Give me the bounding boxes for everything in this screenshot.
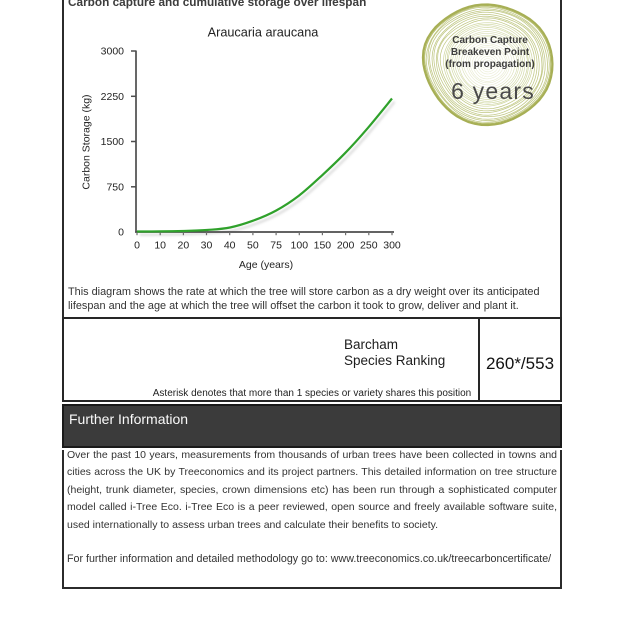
svg-text:0: 0 (134, 240, 140, 252)
svg-text:100: 100 (291, 240, 309, 252)
svg-text:300: 300 (383, 240, 401, 252)
svg-text:50: 50 (247, 240, 259, 252)
svg-text:0: 0 (118, 227, 124, 239)
svg-text:2250: 2250 (101, 91, 125, 103)
svg-text:Carbon Storage (kg): Carbon Storage (kg) (81, 94, 93, 189)
svg-text:750: 750 (106, 182, 124, 194)
svg-text:30: 30 (201, 240, 213, 252)
svg-text:150: 150 (314, 240, 332, 252)
svg-text:3000: 3000 (101, 46, 125, 58)
svg-text:40: 40 (224, 240, 236, 252)
svg-text:20: 20 (178, 240, 190, 252)
svg-text:250: 250 (360, 240, 378, 252)
svg-text:10: 10 (154, 240, 166, 252)
svg-text:1500: 1500 (101, 136, 125, 148)
svg-text:Araucaria araucana: Araucaria araucana (208, 25, 320, 39)
svg-text:75: 75 (270, 240, 282, 252)
svg-text:200: 200 (337, 240, 355, 252)
svg-text:Age (years): Age (years) (239, 259, 293, 271)
